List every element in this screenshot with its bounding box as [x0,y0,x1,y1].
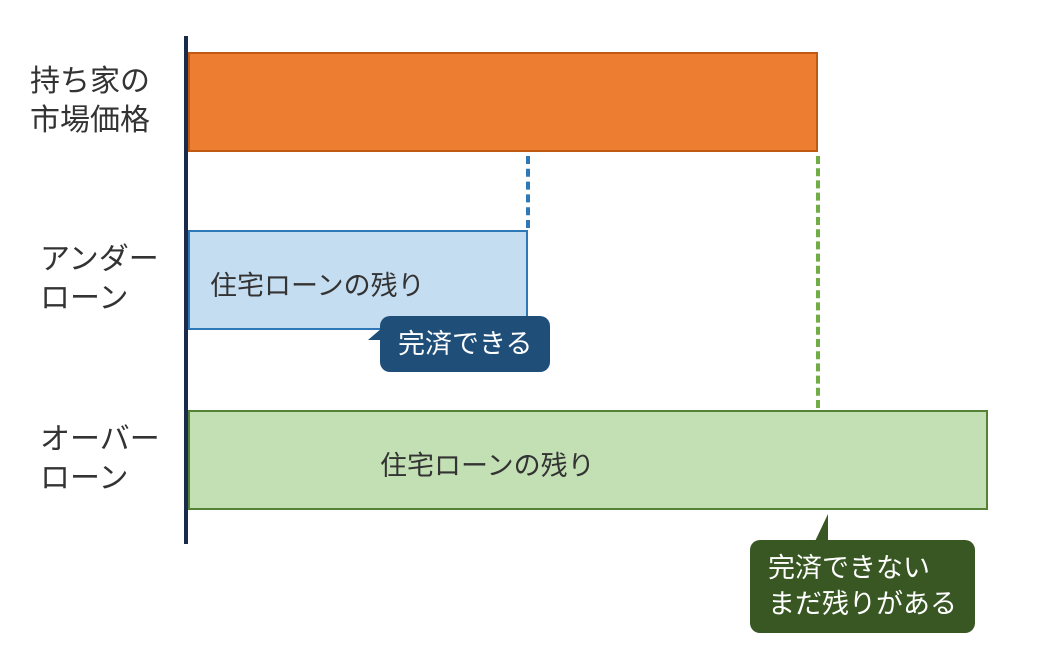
bar-over-loan-text: 住宅ローンの残り [380,444,595,483]
dash-green [816,156,820,408]
label-over-loan: オーバー ローン [40,420,160,498]
diagram-stage: 持ち家の 市場価格 アンダー ローン オーバー ローン 住宅ローンの残り 住宅ロ… [0,0,1038,663]
callout-cannot-payoff: 完済できない まだ残りがある [750,540,975,633]
label-market-price: 持ち家の 市場価格 [30,62,150,140]
dash-blue [526,156,530,228]
callout-can-payoff: 完済できる [380,316,550,372]
bar-under-loan-text: 住宅ローンの残り [210,264,425,303]
label-under-loan: アンダー ローン [40,240,159,318]
bar-market-price [188,52,818,152]
